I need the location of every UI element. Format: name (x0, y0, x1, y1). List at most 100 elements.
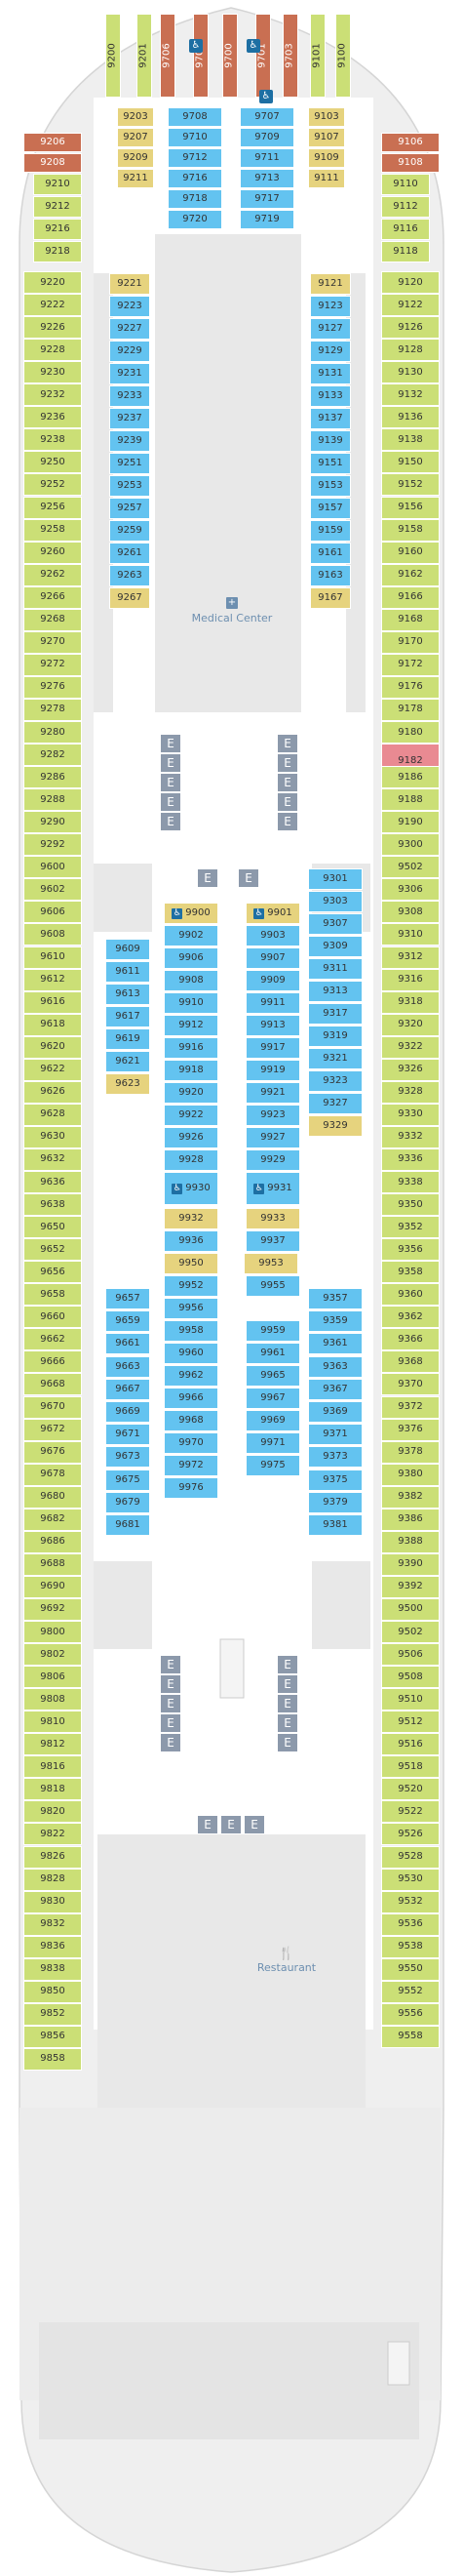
cabin-9292[interactable]: 9292 (23, 833, 82, 857)
cabin-9123[interactable]: 9123 (310, 296, 351, 317)
cabin-9361[interactable]: 9361 (308, 1333, 363, 1355)
cabin-9916[interactable]: 9916 (164, 1037, 218, 1059)
cabin-9326[interactable]: 9326 (381, 1058, 440, 1081)
cabin-9137[interactable]: 9137 (310, 408, 351, 429)
cabin-9502[interactable]: 9502 (381, 1621, 440, 1644)
cabin-9321[interactable]: 9321 (308, 1048, 363, 1069)
cabin-9961[interactable]: 9961 (246, 1343, 300, 1364)
cabin-9636[interactable]: 9636 (23, 1171, 82, 1194)
cabin-9718[interactable]: 9718 (168, 189, 222, 209)
cabin-9909[interactable]: 9909 (246, 970, 300, 991)
cabin-9713[interactable]: 9713 (240, 169, 294, 188)
cabin-9131[interactable]: 9131 (310, 363, 351, 384)
cabin-9921[interactable]: 9921 (246, 1082, 300, 1104)
cabin-9257[interactable]: 9257 (109, 498, 150, 519)
cabin-9621[interactable]: 9621 (105, 1051, 150, 1072)
cabin-9207[interactable]: 9207 (117, 128, 154, 147)
cabin-9233[interactable]: 9233 (109, 385, 150, 407)
cabin-9126[interactable]: 9126 (381, 316, 440, 340)
cabin-9686[interactable]: 9686 (23, 1530, 82, 1553)
cabin-9360[interactable]: 9360 (381, 1283, 440, 1307)
cabin-9911[interactable]: 9911 (246, 992, 300, 1014)
cabin-9676[interactable]: 9676 (23, 1440, 82, 1464)
cabin-9312[interactable]: 9312 (381, 946, 440, 969)
cabin-9228[interactable]: 9228 (23, 339, 82, 362)
cabin-9236[interactable]: 9236 (23, 406, 82, 429)
cabin-9556[interactable]: 9556 (381, 2002, 440, 2026)
cabin-9381[interactable]: 9381 (308, 1514, 363, 1536)
cabin-9692[interactable]: 9692 (23, 1597, 82, 1621)
cabin-9658[interactable]: 9658 (23, 1283, 82, 1307)
cabin-9832[interactable]: 9832 (23, 1912, 82, 1936)
cabin-9323[interactable]: 9323 (308, 1070, 363, 1092)
cabin-9322[interactable]: 9322 (381, 1035, 440, 1059)
cabin-9610[interactable]: 9610 (23, 946, 82, 969)
cabin-9178[interactable]: 9178 (381, 698, 440, 721)
cabin-9170[interactable]: 9170 (381, 630, 440, 654)
cabin-9812[interactable]: 9812 (23, 1733, 82, 1756)
cabin-9668[interactable]: 9668 (23, 1373, 82, 1396)
cabin-9613[interactable]: 9613 (105, 984, 150, 1005)
cabin-9688[interactable]: 9688 (23, 1552, 82, 1576)
cabin-9702[interactable]: 9702 (193, 14, 209, 98)
cabin-9212[interactable]: 9212 (33, 196, 82, 218)
cabin-9232[interactable]: 9232 (23, 383, 82, 407)
cabin-9366[interactable]: 9366 (381, 1328, 440, 1351)
cabin-9830[interactable]: 9830 (23, 1890, 82, 1913)
cabin-9802[interactable]: 9802 (23, 1643, 82, 1667)
cabin-9282[interactable]: 9282 (23, 744, 82, 767)
cabin-9522[interactable]: 9522 (381, 1800, 440, 1824)
cabin-9652[interactable]: 9652 (23, 1238, 82, 1262)
cabin-9190[interactable]: 9190 (381, 811, 440, 834)
cabin-9260[interactable]: 9260 (23, 541, 82, 564)
cabin-9238[interactable]: 9238 (23, 428, 82, 452)
cabin-9669[interactable]: 9669 (105, 1401, 150, 1423)
cabin-9919[interactable]: 9919 (246, 1060, 300, 1081)
cabin-9516[interactable]: 9516 (381, 1733, 440, 1756)
cabin-9356[interactable]: 9356 (381, 1238, 440, 1262)
cabin-9670[interactable]: 9670 (23, 1395, 82, 1419)
cabin-9329[interactable]: 9329 (308, 1115, 363, 1137)
cabin-9261[interactable]: 9261 (109, 543, 150, 564)
cabin-9168[interactable]: 9168 (381, 608, 440, 631)
cabin-9359[interactable]: 9359 (308, 1310, 363, 1333)
cabin-9371[interactable]: 9371 (308, 1424, 363, 1446)
cabin-9901[interactable]: ♿ 9901 (246, 903, 300, 924)
cabin-9327[interactable]: 9327 (308, 1093, 363, 1114)
cabin-9172[interactable]: 9172 (381, 653, 440, 676)
cabin-9672[interactable]: 9672 (23, 1418, 82, 1441)
cabin-9628[interactable]: 9628 (23, 1103, 82, 1126)
cabin-9357[interactable]: 9357 (308, 1288, 363, 1309)
cabin-9358[interactable]: 9358 (381, 1261, 440, 1284)
cabin-9363[interactable]: 9363 (308, 1355, 363, 1378)
cabin-9906[interactable]: 9906 (164, 947, 218, 969)
cabin-9122[interactable]: 9122 (381, 294, 440, 317)
cabin-9180[interactable]: 9180 (381, 721, 440, 745)
cabin-9930[interactable]: ♿ 9930 (164, 1172, 218, 1205)
cabin-9808[interactable]: 9808 (23, 1688, 82, 1711)
cabin-9953[interactable]: 9953 (244, 1253, 298, 1274)
cabin-9912[interactable]: 9912 (164, 1015, 218, 1036)
cabin-9186[interactable]: 9186 (381, 766, 440, 789)
cabin-9376[interactable]: 9376 (381, 1418, 440, 1441)
cabin-9157[interactable]: 9157 (310, 498, 351, 519)
cabin-9502[interactable]: 9502 (381, 856, 440, 879)
cabin-9258[interactable]: 9258 (23, 518, 82, 542)
cabin-9520[interactable]: 9520 (381, 1778, 440, 1801)
cabin-9352[interactable]: 9352 (381, 1216, 440, 1239)
cabin-9262[interactable]: 9262 (23, 563, 82, 586)
cabin-9508[interactable]: 9508 (381, 1666, 440, 1689)
cabin-9272[interactable]: 9272 (23, 653, 82, 676)
cabin-9720[interactable]: 9720 (168, 210, 222, 229)
cabin-9132[interactable]: 9132 (381, 383, 440, 407)
cabin-9719[interactable]: 9719 (240, 210, 294, 229)
cabin-9852[interactable]: 9852 (23, 2002, 82, 2026)
cabin-9156[interactable]: 9156 (381, 496, 440, 519)
cabin-9221[interactable]: 9221 (109, 273, 150, 295)
cabin-9822[interactable]: 9822 (23, 1823, 82, 1846)
cabin-9160[interactable]: 9160 (381, 541, 440, 564)
cabin-9111[interactable]: 9111 (308, 169, 345, 188)
cabin-9500[interactable]: 9500 (381, 1597, 440, 1621)
cabin-9318[interactable]: 9318 (381, 990, 440, 1014)
cabin-9506[interactable]: 9506 (381, 1643, 440, 1667)
